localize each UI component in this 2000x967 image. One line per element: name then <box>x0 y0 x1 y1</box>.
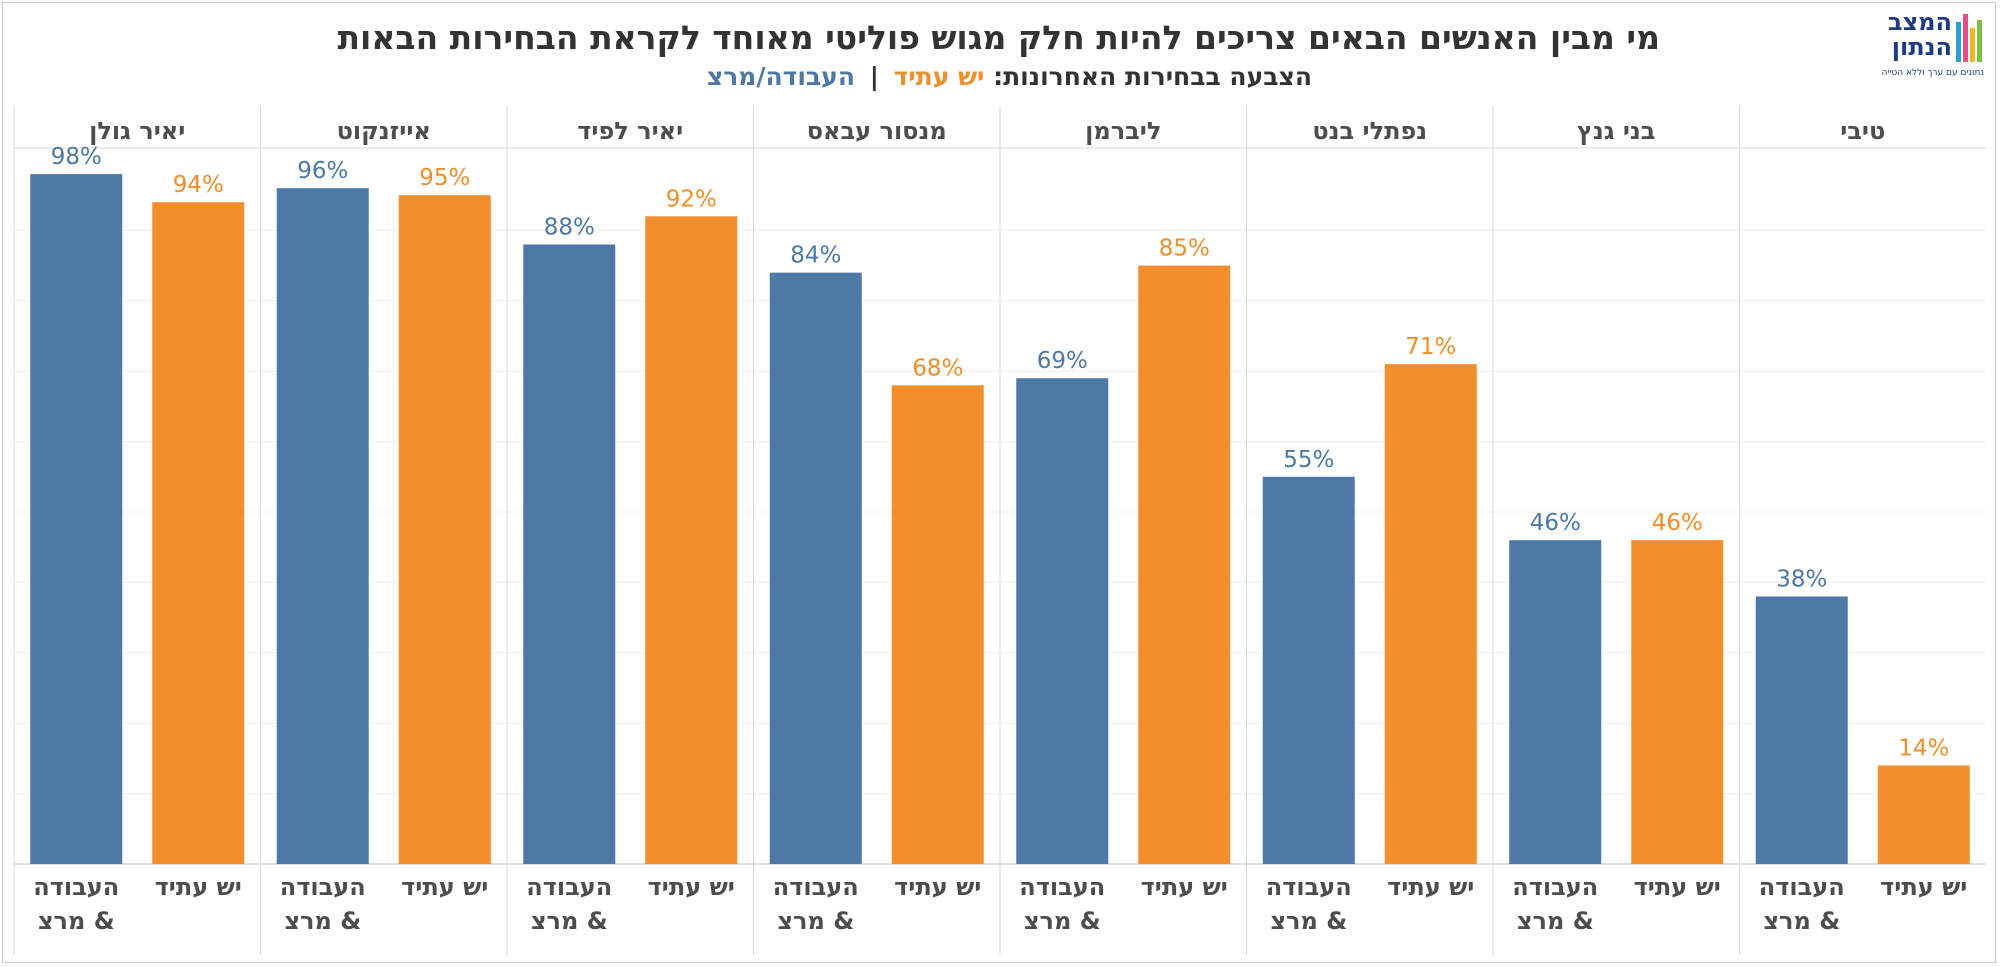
x-tick-label: העבודה <box>1019 873 1105 901</box>
bar <box>398 195 491 864</box>
x-tick-label: & מרצ <box>1517 907 1594 935</box>
data-label: 96% <box>297 158 348 184</box>
data-label: 55% <box>1283 447 1334 473</box>
data-label: 92% <box>666 186 717 212</box>
x-tick-label: & מרצ <box>1763 907 1840 935</box>
data-label: 95% <box>419 165 470 191</box>
data-label: 98% <box>51 144 102 170</box>
bar <box>1016 378 1109 864</box>
bar <box>1631 540 1724 864</box>
category-label: בני גנץ <box>1577 117 1655 145</box>
x-tick-label: & מרצ <box>531 907 608 935</box>
brand-logo: המצב הנתון נתונים עם ערך וללא הטייה <box>1834 10 1984 80</box>
data-label: 38% <box>1776 566 1827 592</box>
category-label: יאיר לפיד <box>577 117 683 145</box>
data-label: 69% <box>1037 348 1088 374</box>
bar <box>891 385 984 864</box>
bar <box>152 202 245 865</box>
x-tick-label: העבודה <box>1512 873 1598 901</box>
data-label: 94% <box>173 172 224 198</box>
data-label: 88% <box>544 214 595 240</box>
x-tick-label: יש עתיד <box>648 873 735 901</box>
category-label: יאיר גולן <box>89 117 185 145</box>
x-tick-label: & מרצ <box>284 907 361 935</box>
x-tick-label: העבודה <box>1759 873 1845 901</box>
x-tick-label: יש עתיד <box>401 873 488 901</box>
logo-wordmark: המצב הנתון <box>1888 10 1952 60</box>
bar <box>276 188 369 864</box>
logo-line-2: הנתון <box>1891 33 1952 61</box>
bar <box>523 244 616 865</box>
data-label: 71% <box>1405 334 1456 360</box>
bar <box>1384 364 1477 864</box>
x-tick-label: & מרצ <box>777 907 854 935</box>
bar <box>30 174 123 864</box>
bar <box>645 216 738 864</box>
x-tick-label: & מרצ <box>1270 907 1347 935</box>
subtitle-separator: | <box>869 62 879 91</box>
data-label: 68% <box>912 355 963 381</box>
logo-tagline: נתונים עם ערך וללא הטייה <box>1881 68 1984 78</box>
category-label: טיבי <box>1840 117 1885 145</box>
subtitle-series-b: העבודה/מרצ <box>706 62 855 91</box>
x-tick-label: העבודה <box>773 873 859 901</box>
category-label: אייזנקוט <box>337 117 431 145</box>
x-tick-label: & מרצ <box>1024 907 1101 935</box>
logo-bars-icon <box>1956 14 1982 62</box>
bar <box>1138 265 1231 865</box>
category-label: נפתלי בנט <box>1312 117 1427 145</box>
x-tick-label: העבודה <box>33 873 119 901</box>
subtitle-prefix: הצבעה בבחירות האחרונות: <box>993 62 1312 91</box>
bar <box>1509 540 1602 864</box>
data-label: 85% <box>1159 236 1210 262</box>
chart-title: מי מבין האנשים הבאים צריכים להיות חלק מג… <box>337 18 1661 57</box>
bar <box>1262 476 1355 864</box>
x-tick-label: יש עתיד <box>1880 873 1967 901</box>
category-label: ליברמן <box>1085 117 1161 145</box>
chart-subtitle: הצבעה בבחירות האחרונות: יש עתיד | העבודה… <box>200 62 1312 91</box>
category-label: מנסור עבאס <box>807 117 947 145</box>
subtitle-series-a: יש עתיד <box>893 62 985 91</box>
data-label: 46% <box>1652 510 1703 536</box>
logo-line-1: המצב <box>1887 8 1952 36</box>
x-tick-label: יש עתיד <box>894 873 981 901</box>
bar <box>1877 765 1970 864</box>
x-tick-label: יש עתיד <box>1634 873 1721 901</box>
x-tick-label: יש עתיד <box>1387 873 1474 901</box>
bar <box>769 272 862 864</box>
x-tick-label: & מרצ <box>38 907 115 935</box>
x-tick-label: העבודה <box>526 873 612 901</box>
x-tick-label: יש עתיד <box>1141 873 1228 901</box>
data-label: 84% <box>790 243 841 269</box>
x-tick-label: יש עתיד <box>155 873 242 901</box>
data-label: 46% <box>1530 510 1581 536</box>
data-label: 14% <box>1898 735 1949 761</box>
x-tick-label: העבודה <box>1266 873 1352 901</box>
bar <box>1755 596 1848 864</box>
x-tick-label: העבודה <box>280 873 366 901</box>
